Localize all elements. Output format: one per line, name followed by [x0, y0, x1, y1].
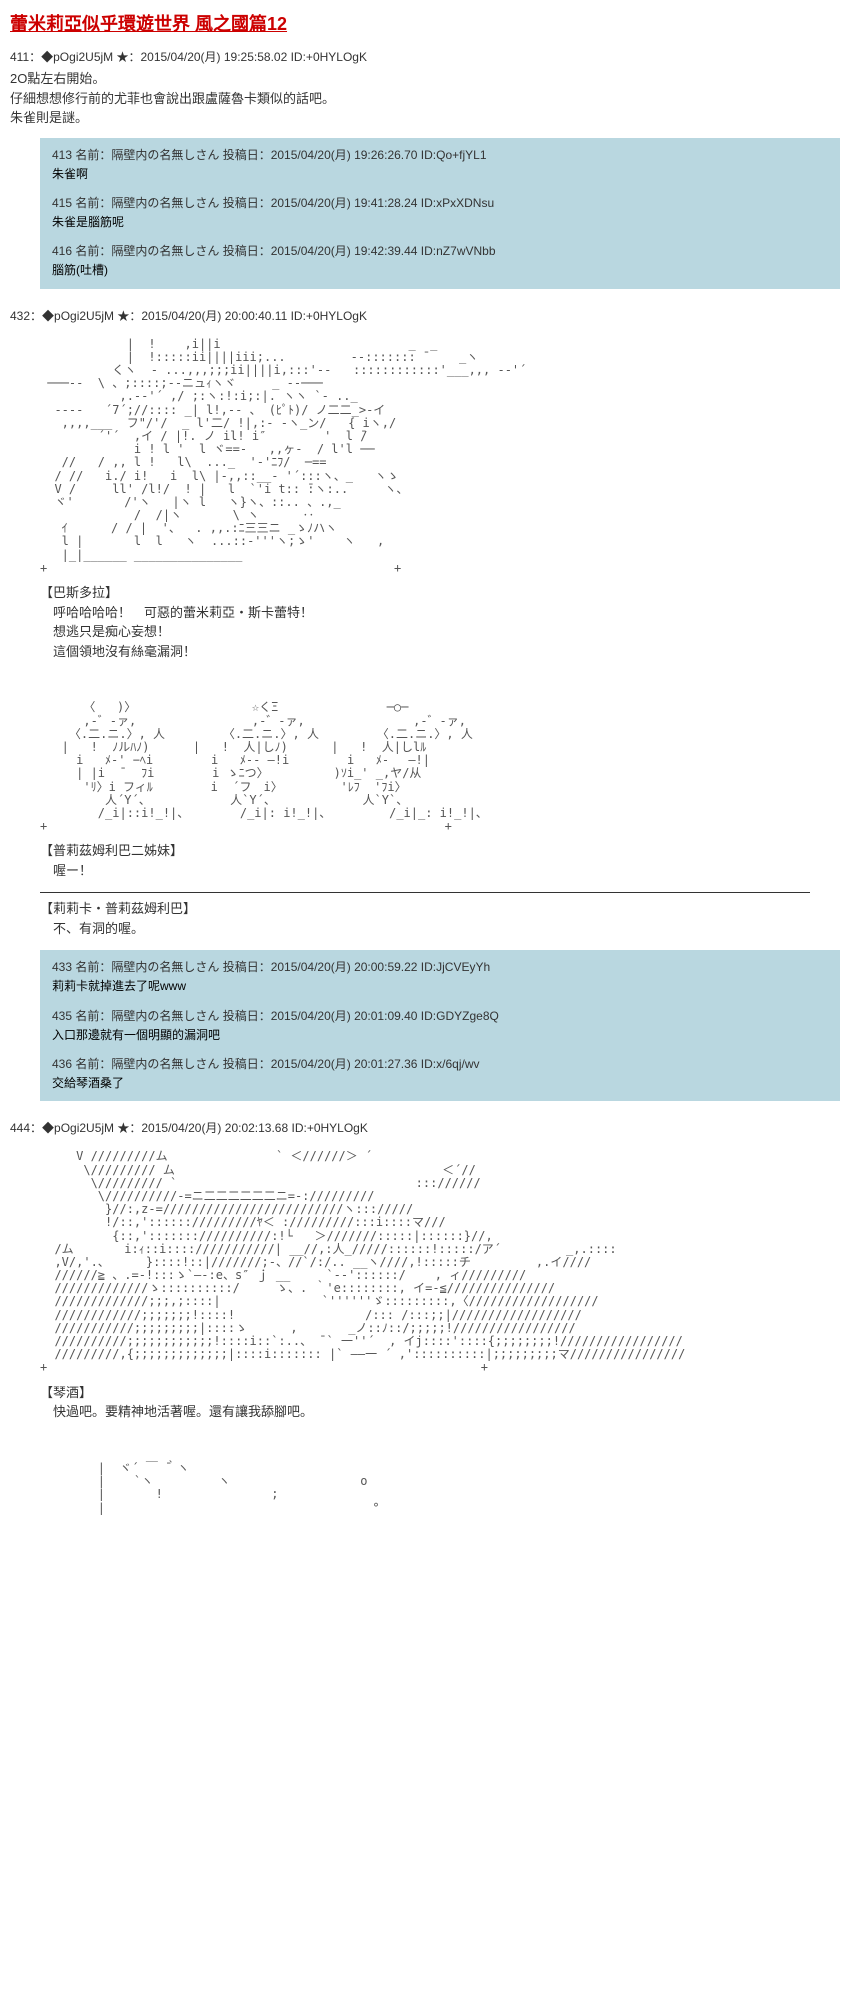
reply-body: 腦筋(吐槽)	[52, 261, 828, 280]
divider	[40, 892, 810, 893]
reply-item: 435 名前：隔壁内の名無しさん 投稿日：2015/04/20(月) 20:01…	[52, 1007, 828, 1045]
reply-header: 415 名前：隔壁内の名無しさん 投稿日：2015/04/20(月) 19:41…	[52, 194, 828, 213]
caption4-name: 【琴酒】	[40, 1385, 92, 1400]
caption-3: 【莉莉卡・普莉茲姆利巴】 不、有洞的喔。	[40, 899, 840, 938]
reply-header: 435 名前：隔壁内の名無しさん 投稿日：2015/04/20(月) 20:01…	[52, 1007, 828, 1026]
post444-header: 444：◆pOgi2U5jM ★：2015/04/20(月) 20:02:13.…	[10, 1119, 840, 1136]
post411-header: 411：◆pOgi2U5jM ★：2015/04/20(月) 19:25:58.…	[10, 48, 840, 65]
ascii-art-3: V /////////ム ` ＜//////＞ ´ \///////// ム ＜…	[40, 1150, 840, 1374]
reply-item: 433 名前：隔壁内の名無しさん 投稿日：2015/04/20(月) 20:00…	[52, 958, 828, 996]
reply-header: 436 名前：隔壁内の名無しさん 投稿日：2015/04/20(月) 20:01…	[52, 1055, 828, 1074]
caption-2: 【普莉茲姆利巴二姊妹】 喔ー！	[40, 841, 840, 880]
post411-line2: 仔細想想修行前的尤菲也會說出跟盧薩魯卡類似的話吧。	[10, 91, 335, 106]
caption-4: 【琴酒】 快過吧。要精神地活著喔。還有讓我舔腳吧。	[40, 1383, 840, 1422]
caption1-name: 【巴斯多拉】	[40, 585, 118, 600]
ascii-art-2: 〈 )〉 ☆くΞ ─○─ ,‐゛‐ァ, ,‐゛‐ァ, ,‐゛‐ァ, 〈.二.ニ.…	[40, 675, 840, 833]
caption1-line2: 想逃只是痴心妄想！	[40, 624, 170, 639]
post432-header: 432：◆pOgi2U5jM ★：2015/04/20(月) 20:00:40.…	[10, 307, 840, 324]
caption2-line1: 喔ー！	[40, 863, 92, 878]
reply-body: 莉莉卡就掉進去了呢www	[52, 977, 828, 996]
caption3-name: 【莉莉卡・普莉茲姆利巴】	[40, 901, 196, 916]
page-title: 蕾米莉亞似乎環遊世界 風之國篇12	[10, 10, 840, 36]
reply-item: 416 名前：隔壁内の名無しさん 投稿日：2015/04/20(月) 19:42…	[52, 242, 828, 280]
reply-header: 413 名前：隔壁内の名無しさん 投稿日：2015/04/20(月) 19:26…	[52, 146, 828, 165]
ascii-art-1: | ! ,i||i _ _ | !:::::ii||||iii;... -‐::…	[40, 338, 840, 575]
reply-header: 416 名前：隔壁内の名無しさん 投稿日：2015/04/20(月) 19:42…	[52, 242, 828, 261]
caption-1: 【巴斯多拉】 呼哈哈哈哈！ 可惡的蕾米莉亞・斯卡蕾特！ 想逃只是痴心妄想！ 這個…	[40, 583, 840, 661]
caption3-line1: 不、有洞的喔。	[40, 921, 144, 936]
reply-body: 朱雀啊	[52, 165, 828, 184]
post411-line1: 2O點左右開始。	[10, 71, 105, 86]
caption2-name: 【普莉茲姆利巴二姊妹】	[40, 843, 183, 858]
caption1-line1: 呼哈哈哈哈！ 可惡的蕾米莉亞・斯卡蕾特！	[40, 605, 313, 620]
reply-header: 433 名前：隔壁内の名無しさん 投稿日：2015/04/20(月) 20:00…	[52, 958, 828, 977]
reply-body: 朱雀是腦筋呢	[52, 213, 828, 232]
reply-body: 入口那邊就有一個明顯的漏洞吧	[52, 1026, 828, 1045]
ascii-art-4: | ヾ´ ￣ ̄｀ヽ | `ヽ ヽ o | ! ; | °	[40, 1436, 840, 1515]
caption1-line3: 這個領地沒有絲毫漏洞！	[40, 644, 196, 659]
reply-item: 415 名前：隔壁内の名無しさん 投稿日：2015/04/20(月) 19:41…	[52, 194, 828, 232]
reply-item: 413 名前：隔壁内の名無しさん 投稿日：2015/04/20(月) 19:26…	[52, 146, 828, 184]
reply-block-1: 413 名前：隔壁内の名無しさん 投稿日：2015/04/20(月) 19:26…	[40, 138, 840, 289]
post411-body: 2O點左右開始。 仔細想想修行前的尤菲也會說出跟盧薩魯卡類似的話吧。 朱雀則是謎…	[10, 69, 840, 128]
reply-item: 436 名前：隔壁内の名無しさん 投稿日：2015/04/20(月) 20:01…	[52, 1055, 828, 1093]
reply-block-2: 433 名前：隔壁内の名無しさん 投稿日：2015/04/20(月) 20:00…	[40, 950, 840, 1101]
caption4-line1: 快過吧。要精神地活著喔。還有讓我舔腳吧。	[40, 1404, 313, 1419]
post411-line3: 朱雀則是謎。	[10, 110, 88, 125]
reply-body: 交給琴酒桑了	[52, 1074, 828, 1093]
